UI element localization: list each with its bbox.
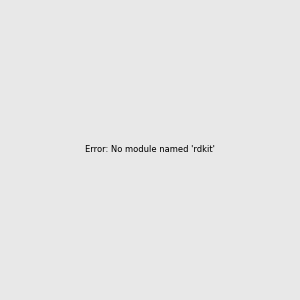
Text: Error: No module named 'rdkit': Error: No module named 'rdkit' [85, 146, 215, 154]
